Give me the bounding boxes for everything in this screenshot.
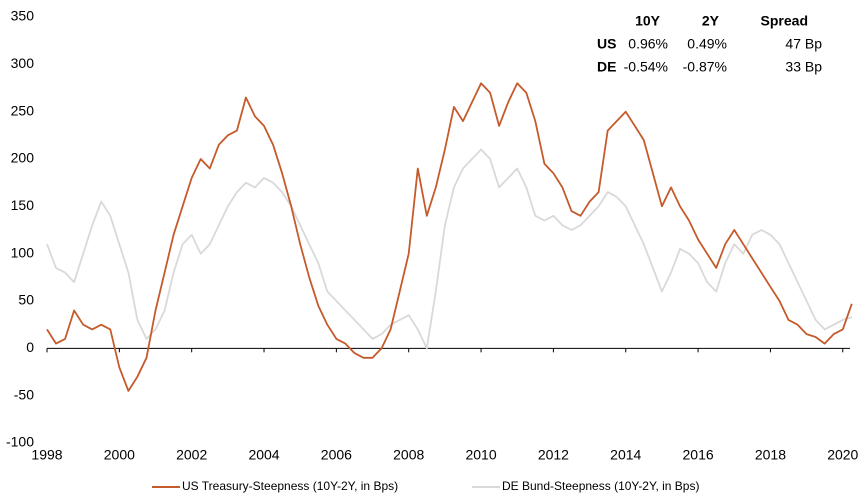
x-tick-label: 2010 — [465, 447, 496, 463]
table-header: 2Y — [702, 13, 720, 29]
y-tick-label: -50 — [14, 386, 34, 402]
y-tick-label: 350 — [11, 8, 35, 24]
x-tick-label: 1998 — [31, 447, 62, 463]
y-tick-label: 0 — [26, 339, 34, 355]
legend-label: US Treasury-Steepness (10Y-2Y, in Bps) — [182, 479, 398, 493]
table-cell: 47 Bp — [785, 36, 822, 52]
x-tick-label: 2020 — [827, 447, 858, 463]
x-tick-label: 2018 — [755, 447, 786, 463]
table-cell: -0.87% — [683, 59, 727, 75]
table-cell: 0.96% — [628, 36, 668, 52]
y-tick-label: 200 — [11, 150, 35, 166]
y-tick-label: 250 — [11, 102, 35, 118]
x-tick-label: 2012 — [538, 447, 569, 463]
x-tick-label: 2002 — [176, 447, 207, 463]
y-tick-label: 300 — [11, 55, 35, 71]
table-header: Spread — [761, 13, 808, 29]
table-header: 10Y — [635, 13, 661, 29]
table-row-label: DE — [597, 59, 616, 75]
x-tick-label: 2004 — [248, 447, 279, 463]
table-cell: 0.49% — [687, 36, 727, 52]
y-tick-label: 50 — [18, 292, 34, 308]
x-tick-label: 2008 — [393, 447, 424, 463]
y-tick-label: 150 — [11, 197, 35, 213]
legend-label: DE Bund-Steepness (10Y-2Y, in Bps) — [502, 479, 699, 493]
y-tick-label: -100 — [6, 434, 34, 450]
series-line — [46, 82, 853, 392]
y-tick-label: 100 — [11, 244, 35, 260]
table-cell: -0.54% — [624, 59, 668, 75]
table-cell: 33 Bp — [785, 59, 822, 75]
table-row-label: US — [597, 36, 616, 52]
x-tick-label: 2000 — [104, 447, 135, 463]
series-line — [46, 148, 853, 350]
x-tick-label: 2006 — [321, 447, 352, 463]
x-tick-label: 2014 — [610, 447, 641, 463]
x-tick-label: 2016 — [683, 447, 714, 463]
